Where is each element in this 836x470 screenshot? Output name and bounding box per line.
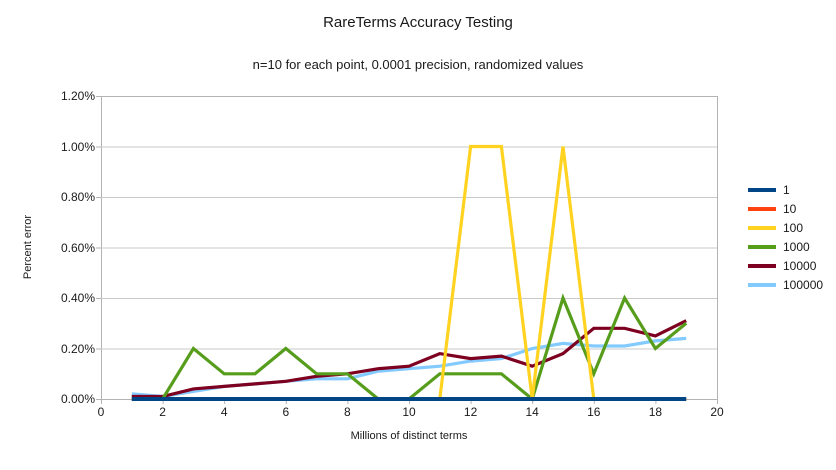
legend-item: 1 [748, 180, 823, 199]
legend-item: 1000 [748, 237, 823, 256]
series-line-100 [131, 144, 687, 401]
x-tick-label: 20 [710, 405, 724, 419]
chart-title: RareTerms Accuracy Testing [323, 14, 513, 31]
legend-swatch [748, 282, 776, 287]
x-axis-title: Millions of distinct terms [350, 430, 468, 442]
legend-swatch [748, 187, 776, 192]
x-tick-label: 12 [463, 405, 478, 419]
y-tick-label: 1.20% [60, 89, 95, 103]
legend-label: 100 [783, 220, 804, 235]
legend-label: 10 [783, 201, 797, 216]
x-tick-label: 0 [97, 405, 105, 419]
legend-label: 10000 [783, 258, 817, 273]
legend-label: 1000 [783, 239, 810, 254]
y-tick-label: 1.00% [60, 139, 95, 154]
y-tick-label: 0.00% [60, 392, 95, 406]
legend-item: 10 [748, 199, 823, 218]
legend-swatch [748, 206, 776, 211]
legend-swatch [748, 225, 776, 230]
y-tick-label: 0.80% [60, 190, 95, 204]
y-tick-label: 0.60% [60, 240, 95, 255]
x-tick-label: 16 [587, 405, 601, 419]
legend-item: 10000 [748, 256, 823, 275]
legend-item: 100000 [748, 275, 823, 294]
x-tick-label: 8 [344, 405, 351, 419]
legend-item: 100 [748, 218, 823, 237]
y-tick-label: 0.40% [60, 291, 95, 305]
x-tick-label: 18 [648, 405, 663, 419]
chart-subtitle: n=10 for each point, 0.0001 precision, r… [252, 57, 584, 72]
x-tick-label: 6 [282, 405, 290, 419]
legend: 1 10 100 1000 10000 100000 [748, 180, 823, 294]
x-tick-label: 14 [525, 405, 539, 419]
y-tick-label: 0.20% [60, 341, 95, 356]
x-tick-label: 4 [220, 405, 228, 419]
legend-label: 100000 [783, 277, 824, 292]
legend-swatch [748, 244, 776, 249]
legend-swatch [748, 263, 776, 268]
x-tick-label: 10 [402, 405, 416, 419]
x-tick-label: 2 [159, 405, 166, 419]
series-line-10000 [131, 319, 687, 399]
legend-label: 1 [783, 182, 790, 197]
